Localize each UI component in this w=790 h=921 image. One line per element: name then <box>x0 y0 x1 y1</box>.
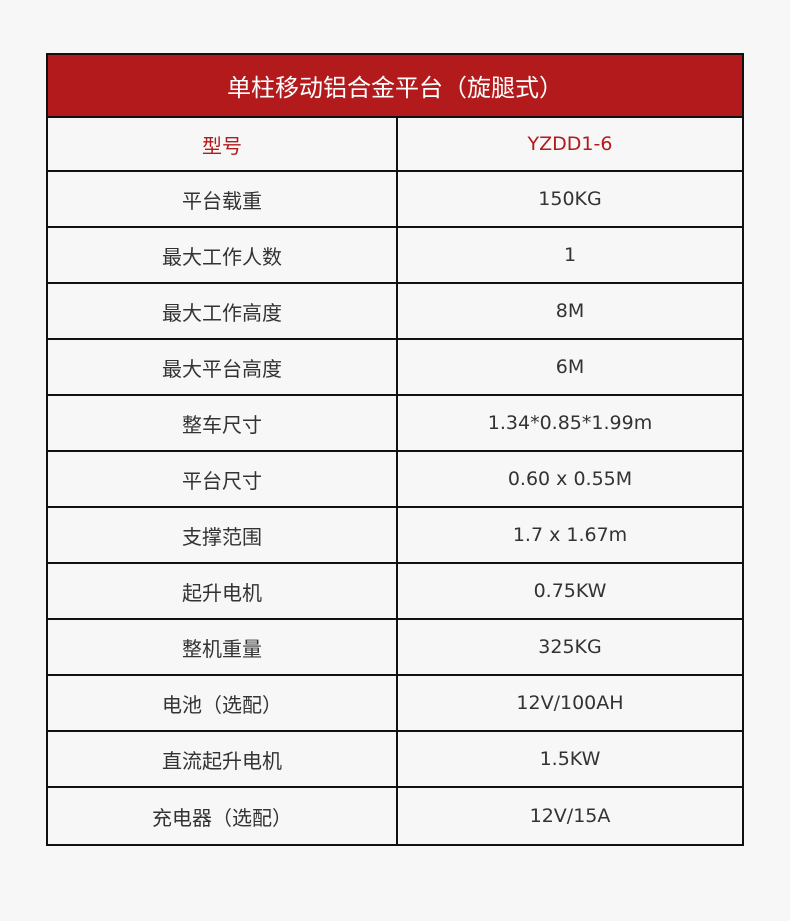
table-row: 起升电机 0.75KW <box>48 564 742 620</box>
table-row: 充电器（选配） 12V/15A <box>48 788 742 844</box>
spec-value: 1 <box>563 244 577 266</box>
spec-value: 12V/15A <box>529 805 611 827</box>
spec-value: 1.7 x 1.67m <box>512 524 628 546</box>
spec-value: 325KG <box>538 636 602 658</box>
table-row: 最大工作高度 8M <box>48 284 742 340</box>
spec-label: 整车尺寸 <box>48 396 398 450</box>
spec-value: 0.75KW <box>533 580 607 602</box>
spec-table: 单柱移动铝合金平台（旋腿式） 型号 YZDD1-6 平台载重 150KG 最大工作人数 1… <box>46 53 744 846</box>
spec-value: 1.5KW <box>539 748 601 770</box>
table-row: 整机重量 325KG <box>48 620 742 676</box>
spec-value: 0.60 x 0.55M <box>507 468 633 490</box>
spec-label: 整机重量 <box>48 620 398 674</box>
spec-value: 1.34*0.85*1.99m <box>487 412 653 434</box>
spec-label: 起升电机 <box>48 564 398 618</box>
model-row: 型号 YZDD1-6 <box>48 118 742 172</box>
table-row: 支撑范围 1.7 x 1.67m <box>48 508 742 564</box>
spec-label: 最大平台高度 <box>48 340 398 394</box>
table-row: 直流起升电机 1.5KW <box>48 732 742 788</box>
spec-label: 最大工作高度 <box>48 284 398 338</box>
spec-value: 8M <box>555 300 585 322</box>
spec-label: 平台尺寸 <box>48 452 398 506</box>
table-row: 平台载重 150KG <box>48 172 742 228</box>
table-title: 单柱移动铝合金平台（旋腿式） <box>48 55 742 118</box>
table-row: 平台尺寸 0.60 x 0.55M <box>48 452 742 508</box>
spec-label: 充电器（选配） <box>48 788 398 844</box>
table-row: 电池（选配） 12V/100AH <box>48 676 742 732</box>
spec-value: YZDD1-6 <box>527 133 613 155</box>
table-row: 整车尺寸 1.34*0.85*1.99m <box>48 396 742 452</box>
spec-label: 电池（选配） <box>48 676 398 730</box>
spec-value: 12V/100AH <box>516 692 624 714</box>
spec-value: 6M <box>555 356 585 378</box>
spec-value: 150KG <box>538 188 602 210</box>
spec-label: 型号 <box>48 118 398 170</box>
table-row: 最大工作人数 1 <box>48 228 742 284</box>
spec-label: 最大工作人数 <box>48 228 398 282</box>
table-row: 最大平台高度 6M <box>48 340 742 396</box>
spec-label: 支撑范围 <box>48 508 398 562</box>
spec-label: 直流起升电机 <box>48 732 398 786</box>
spec-label: 平台载重 <box>48 172 398 226</box>
